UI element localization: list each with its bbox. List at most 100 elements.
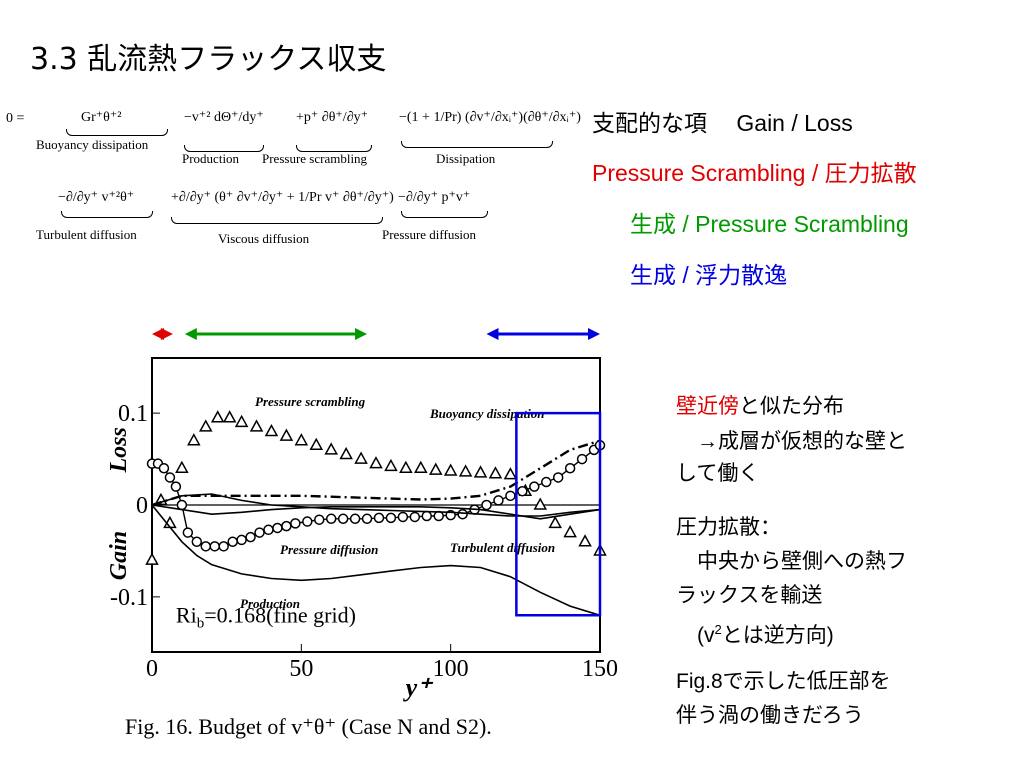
series-label-pressure-diffusion: Pressure diffusion: [280, 542, 378, 557]
point-pressure-diffusion: [290, 518, 301, 529]
budget-chart: 0 50 100 150 0.1 0 -0.1 y⁺ Loss Gain Pressure scra…: [106, 328, 618, 702]
point-pressure-diffusion: [325, 513, 337, 525]
point-pressure-scrambling: [414, 460, 428, 473]
point-pressure-diffusion: [564, 463, 576, 474]
point-pressure-scrambling: [187, 433, 201, 446]
point-pressure-scrambling: [428, 462, 443, 475]
point-pressure-diffusion: [170, 481, 182, 492]
y-axis-label-loss: Loss: [106, 427, 132, 473]
point-pressure-diffusion: [209, 541, 220, 552]
point-pressure-diffusion: [529, 481, 540, 492]
point-pressure-scrambling: [563, 525, 577, 538]
equation-term-pressure-scrambling: +p⁺ ∂θ⁺/∂y⁺: [296, 110, 368, 125]
point-pressure-diffusion: [552, 472, 564, 483]
point-pressure-scrambling: [578, 534, 592, 547]
point-pressure-scrambling: [249, 419, 264, 432]
note-red-text: 壁近傍: [676, 395, 739, 418]
equation-label-buoyancy: Buoyancy dissipation: [36, 137, 149, 152]
note-line-3: して働く: [676, 462, 760, 485]
point-pressure-scrambling: [145, 552, 159, 565]
equation-term-production: −v⁺² dΘ⁺/dy⁺: [184, 110, 264, 125]
point-pressure-diffusion: [576, 453, 588, 465]
point-pressure-diffusion: [200, 541, 212, 552]
point-pressure-diffusion: [337, 513, 349, 525]
point-pressure-diffusion: [302, 516, 313, 527]
point-pressure-diffusion: [349, 513, 361, 525]
note-line-7: (v2とは逆方向): [676, 616, 834, 650]
y-tick-label: 0: [136, 493, 148, 519]
legend-green-line: 生成 / Pressure Scrambling: [630, 211, 909, 237]
equation-label-production: Production: [182, 151, 240, 166]
point-pressure-diffusion: [373, 512, 385, 524]
equation-term-buoyancy: Gr⁺θ⁺²: [81, 110, 122, 125]
x-tick-label: 0: [146, 656, 158, 682]
point-pressure-scrambling: [473, 465, 488, 478]
point-pressure-scrambling: [399, 460, 413, 473]
budget-equation: 0 = Gr⁺θ⁺² Buoyancy dissipation −v⁺² dΘ⁺…: [6, 95, 581, 255]
point-pressure-diffusion: [481, 499, 492, 511]
point-pressure-scrambling: [324, 442, 338, 455]
series-label-production: Production: [240, 596, 300, 611]
note-line-9: 伴う渦の働きだろう: [676, 704, 864, 727]
point-pressure-scrambling: [210, 410, 225, 423]
legend-red-line: Pressure Scrambling / 圧力拡散: [592, 160, 917, 186]
point-pressure-diffusion: [191, 536, 203, 547]
range-arrow-head-right-red: [160, 328, 173, 340]
point-pressure-scrambling: [339, 446, 353, 460]
y-axis-label-gain: Gain: [106, 531, 132, 580]
figure-caption: Fig. 16. Budget of v⁺θ⁺ (Case N and S2).: [125, 714, 492, 739]
highlight-box: [515, 411, 602, 617]
equation-label-viscous-diffusion: Viscous diffusion: [218, 231, 310, 246]
point-pressure-diffusion: [281, 520, 292, 532]
note-line-1-rest: と似た分布: [739, 395, 844, 418]
point-pressure-scrambling: [234, 414, 249, 428]
y-tick-label: 0.1: [118, 401, 148, 427]
note-line-7-post: とは逆方向): [721, 624, 834, 647]
point-pressure-diffusion: [540, 476, 552, 488]
point-pressure-scrambling: [198, 419, 213, 432]
point-pressure-diffusion: [409, 511, 421, 523]
note-line-4: 圧力拡散：: [676, 516, 781, 539]
point-pressure-diffusion: [397, 511, 409, 523]
point-pressure-scrambling: [503, 467, 518, 480]
annotation-ri: Rib=0.168(fine grid): [176, 603, 356, 632]
point-pressure-scrambling: [458, 464, 473, 477]
note-line-5: 中央から壁側への熱フ: [676, 550, 907, 573]
point-pressure-diffusion: [385, 512, 397, 524]
point-pressure-diffusion: [361, 513, 373, 525]
equation-lhs: 0 =: [6, 111, 25, 126]
page-title: 3.3 乱流熱フラックス収支: [30, 42, 387, 77]
equation-label-pressure-scrambling: Pressure scrambling: [262, 151, 368, 166]
y-tick-label: -0.1: [110, 585, 148, 611]
point-pressure-diffusion: [176, 499, 188, 511]
point-pressure-scrambling: [279, 428, 294, 441]
point-pressure-diffusion: [245, 531, 256, 543]
note-line-8: Fig.8で示した低圧部を: [676, 670, 891, 693]
point-pressure-diffusion: [164, 472, 176, 483]
legend-header: 支配的な項 Gain / Loss: [592, 110, 853, 136]
point-pressure-scrambling: [384, 458, 398, 472]
equation-label-pressure-diffusion: Pressure diffusion: [382, 227, 477, 242]
point-pressure-scrambling: [309, 437, 324, 451]
point-pressure-diffusion: [182, 527, 194, 538]
equation-label-dissipation: Dissipation: [436, 151, 496, 166]
point-pressure-diffusion: [218, 541, 229, 552]
point-pressure-scrambling: [488, 466, 503, 479]
x-tick-label: 150: [582, 656, 618, 682]
x-axis-label: y⁺: [403, 673, 434, 702]
series-viscous-diffusion: [151, 493, 601, 517]
point-pressure-scrambling: [369, 456, 383, 469]
point-pressure-scrambling: [222, 410, 237, 423]
point-pressure-scrambling: [548, 515, 562, 529]
series-label-turbulent-diffusion: Turbulent diffusion: [450, 540, 555, 555]
range-arrow-head-right-green: [355, 328, 368, 340]
equation-label-turbulent-diffusion: Turbulent diffusion: [36, 227, 137, 242]
equation-term-pressure-diffusion: −∂/∂y⁺ p⁺v⁺: [398, 190, 471, 205]
point-pressure-scrambling: [533, 497, 548, 510]
equation-term-turbulent-diffusion: −∂/∂y⁺ v⁺²θ⁺: [58, 190, 135, 205]
note-line-1: 壁近傍と似た分布: [676, 393, 844, 421]
point-pressure-scrambling: [443, 463, 458, 476]
point-pressure-scrambling: [294, 433, 309, 446]
equation-term-dissipation: −(1 + 1/Pr) (∂v⁺/∂xᵢ⁺)(∂θ⁺/∂xᵢ⁺): [399, 110, 581, 125]
point-pressure-diffusion: [227, 536, 238, 547]
